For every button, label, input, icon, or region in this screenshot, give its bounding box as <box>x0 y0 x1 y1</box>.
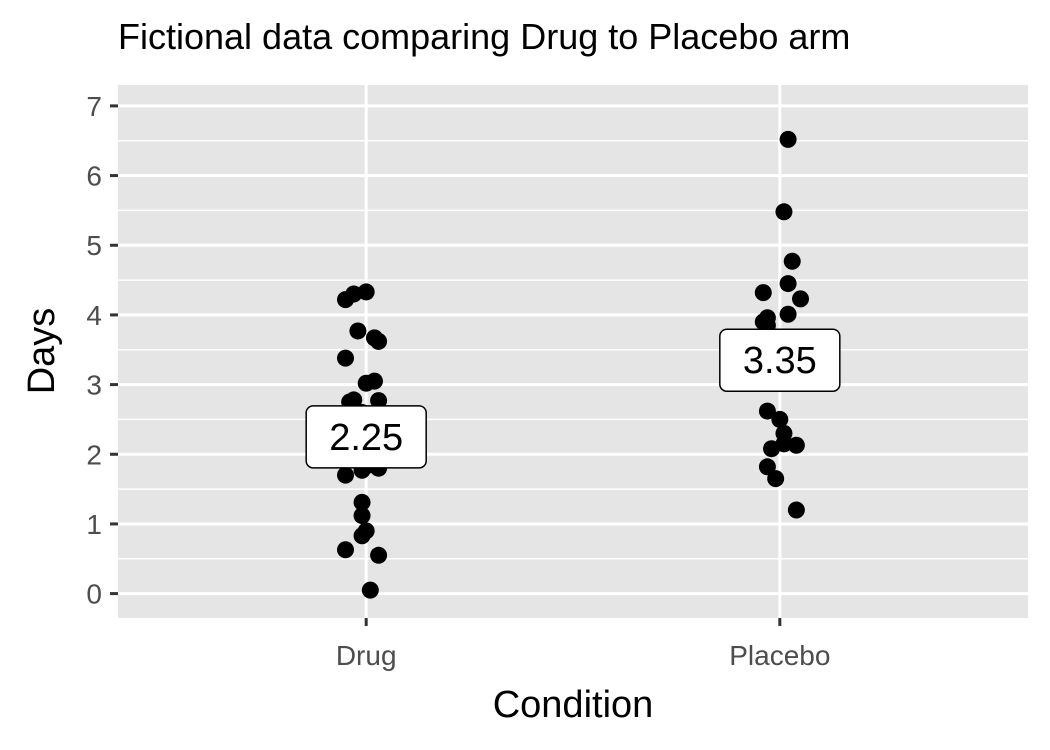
data-point-placebo <box>758 402 776 420</box>
x-axis-title: Condition <box>493 684 654 726</box>
data-point-drug <box>345 391 363 409</box>
data-point-placebo <box>771 410 789 428</box>
mean-label-box <box>719 328 841 392</box>
data-point-placebo <box>754 284 772 302</box>
data-point-placebo <box>783 252 801 270</box>
y-tick-label: 5 <box>86 230 102 261</box>
mean-labels: 2.25 3.35 <box>305 328 841 469</box>
data-point-placebo <box>775 435 793 453</box>
data-point-drug <box>357 283 375 301</box>
data-point-drug <box>365 372 383 390</box>
chart-title: Fictional data comparing Drug to Placebo… <box>118 16 851 57</box>
mean-label-text: 2.25 <box>329 417 403 459</box>
data-point-drug <box>353 507 371 525</box>
data-point-drug <box>370 332 388 350</box>
data-point-drug <box>370 546 388 564</box>
y-tick-label: 4 <box>86 300 102 331</box>
data-point-placebo <box>787 501 805 519</box>
mean-label-placebo: 3.35 <box>719 328 841 392</box>
data-point-drug <box>353 493 371 511</box>
mean-label-text: 3.35 <box>743 340 817 382</box>
mean-label-box <box>305 405 427 469</box>
data-point-placebo <box>779 305 797 323</box>
y-tick-label: 3 <box>86 370 102 401</box>
y-tick-label: 6 <box>86 161 102 192</box>
data-point-drug <box>361 581 379 599</box>
x-tick-label-drug: Drug <box>336 640 397 671</box>
grid-major <box>118 85 1028 618</box>
data-point-placebo <box>758 458 776 476</box>
data-point-drug <box>337 466 354 484</box>
data-point-placebo <box>775 203 793 221</box>
y-tick-label: 2 <box>86 439 102 470</box>
data-point-drug <box>337 541 354 559</box>
plot-panel <box>118 85 1028 618</box>
data-point-drug <box>337 349 354 367</box>
x-tick-label-placebo: Placebo <box>729 640 830 671</box>
data-point-placebo <box>792 290 809 308</box>
data-point-drug <box>353 527 371 545</box>
y-axis: 0 1 2 3 4 5 6 7 <box>86 91 118 610</box>
data-point-placebo <box>779 275 797 293</box>
grid-minor <box>118 139 1028 560</box>
data-point-placebo <box>787 436 805 454</box>
y-tick-label: 7 <box>86 91 102 122</box>
x-axis: Drug Placebo <box>336 618 830 671</box>
data-point-placebo <box>779 130 797 148</box>
y-tick-label: 1 <box>86 509 102 540</box>
y-tick-label: 0 <box>86 579 102 610</box>
data-point-drug <box>349 322 367 340</box>
data-point-placebo <box>767 470 785 488</box>
mean-label-drug: 2.25 <box>305 405 427 469</box>
y-axis-title: Days <box>21 308 63 395</box>
data-point-drug <box>370 392 388 410</box>
